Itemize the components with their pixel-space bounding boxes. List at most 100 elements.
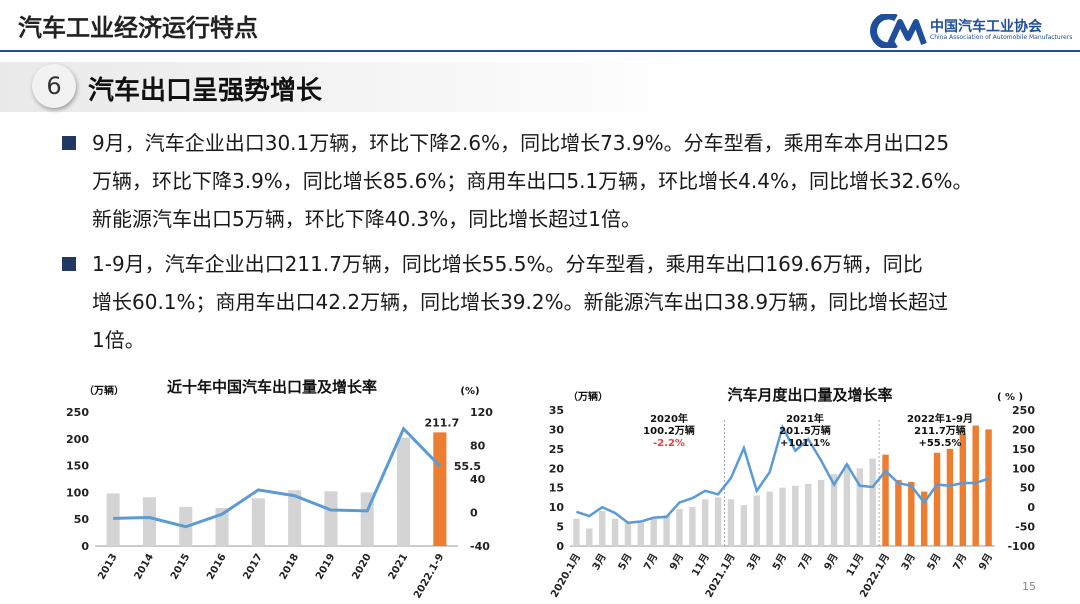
logo: 中国汽车工业协会 China Association of Automobile…	[870, 14, 1073, 50]
bullet-1-line-3: 新能源汽车出口5万辆，环比下降40.3%，同比增长超过1倍。	[92, 207, 641, 231]
chart1-xtick-8: 2021	[387, 552, 410, 582]
chart1-xtick-2: 2015	[169, 552, 192, 582]
chart2-bar-27	[920, 491, 928, 546]
chart2-ytick-1: 5	[556, 521, 564, 534]
logo-cn-text: 中国汽车工业协会	[930, 19, 1042, 35]
chart2-bar-7	[663, 514, 670, 546]
bullet-marker-2	[62, 257, 76, 271]
chart2-bar-23	[869, 458, 876, 546]
chart2-bar-11	[714, 497, 722, 546]
chart1-ytick-4: 200	[66, 433, 89, 446]
annual-export-chart: 近十年中国汽车出口量及增长率 （万辆） (%) 0 50 100 150 200 250 -…	[66, 378, 493, 601]
chart2-annotation-0-line-1: 100.2万辆	[643, 424, 695, 437]
chart2-y2tick-6: 200	[1012, 423, 1035, 436]
page-number: 15	[1022, 580, 1036, 593]
chart2-ylabel: （万辆）	[568, 390, 608, 403]
section-number: 6	[32, 64, 76, 108]
chart2-xtick-16: 9月	[976, 552, 995, 573]
chart1-bar-8	[397, 437, 411, 546]
chart2-xtick-7: 3月	[744, 552, 763, 573]
chart1-xtick-6: 2019	[314, 552, 337, 582]
chart2-ytick-4: 20	[549, 462, 565, 475]
bullet-1-line-1: 9月，汽车企业出口30.1万辆，环比下降2.6%，同比增长73.9%。分车型看，…	[92, 131, 950, 155]
chart2-annotation-2-line-2: +55.5%	[918, 438, 961, 449]
chart1-ytick-2: 100	[66, 486, 89, 499]
chart2-bar-13	[740, 505, 748, 546]
bullet-paragraph-1: 9月，汽车企业出口30.1万辆，环比下降2.6%，同比增长73.9%。分车型看，…	[92, 124, 1052, 238]
bullet-1-line-2: 万辆，环比下降3.9%，同比增长85.6%；商用车出口5.1万辆，环比增长4.4…	[92, 169, 973, 193]
chart2-ytick-5: 25	[549, 443, 564, 456]
chart1-xtick-3: 2016	[205, 552, 228, 582]
chart2-bar-6	[650, 518, 657, 546]
chart2-bar-4	[624, 522, 632, 546]
chart1-ytick-1: 50	[74, 513, 90, 526]
chart2-xtick-14: 5月	[925, 552, 944, 573]
chart2-xtick-0: 2020.1月	[548, 552, 583, 600]
chart2-xtick-11: 11月	[844, 552, 866, 579]
chart1-ytick-3: 150	[66, 460, 89, 473]
chart1-y2tick-4: 120	[470, 406, 493, 419]
chart2-bar-16	[779, 487, 786, 546]
chart1-bar-6	[324, 491, 338, 546]
chart2-xtick-10: 9月	[822, 552, 841, 573]
chart1-xtick-5: 2018	[278, 552, 301, 582]
chart2-bar-1	[586, 528, 593, 546]
chart2-bar-10	[702, 499, 709, 546]
chart2-xtick-13: 3月	[899, 552, 918, 573]
chart2-bar-0	[573, 518, 580, 546]
chart2-annotation-0-line-0: 2020年	[650, 412, 688, 425]
chart1-growth-line	[113, 426, 441, 529]
chart2-xtick-3: 7月	[641, 552, 660, 573]
chart2-bar-20	[830, 474, 838, 546]
chart2-bar-19	[817, 479, 825, 546]
chart1-label-last-line: 55.5	[454, 460, 481, 473]
chart2-ytick-3: 15	[549, 482, 564, 495]
chart2-bar-15	[766, 491, 773, 546]
chart1-bar-5	[288, 490, 302, 546]
chart1-y2tick-3: 80	[470, 440, 486, 453]
chart2-annotation-1-line-1: 201.5万辆	[779, 424, 831, 437]
chart1-y2tick-0: -40	[470, 540, 490, 553]
header-divider	[0, 50, 1080, 52]
chart2-ytick-2: 10	[549, 501, 565, 514]
chart2-bar-9	[689, 507, 696, 546]
chart1-xtick-0: 2013	[96, 552, 119, 582]
chart2-ytick-7: 35	[549, 404, 564, 417]
chart1-y2tick-2: 40	[470, 473, 486, 486]
chart1-ylabel: （万辆）	[84, 384, 124, 397]
page-title: 汽车工业经济运行特点	[18, 14, 258, 42]
chart2-y2label: ( % )	[997, 392, 1023, 403]
chart1-xtick-7: 2020	[350, 552, 373, 582]
chart2-bar-18	[805, 483, 812, 546]
chart2-annotation-1-line-0: 2021年	[786, 412, 824, 425]
chart2-bar-29	[946, 448, 954, 546]
chart2-bar-2	[598, 511, 606, 546]
chart2-y2tick-5: 150	[1012, 443, 1035, 456]
chart2-ytick-0: 0	[556, 540, 564, 553]
chart2-bar-22	[856, 468, 863, 546]
logo-en-text: China Association of Automobile Manufact…	[930, 34, 1073, 41]
chart2-bar-31	[972, 425, 979, 546]
chart1-bar-0	[106, 493, 120, 546]
chart1-label-last-bar: 211.7	[424, 416, 459, 429]
chart1-xtick-9: 2022.1-9	[412, 552, 446, 601]
chart2-ytick-6: 30	[549, 423, 565, 436]
chart2-xtick-1: 3月	[590, 552, 609, 573]
chart1-bar-1	[142, 497, 156, 546]
chart2-annotation-2-line-1: 211.7万辆	[914, 424, 966, 437]
chart2-y2tick-1: -50	[1015, 521, 1035, 534]
chart2-y2tick-7: 250	[1012, 404, 1035, 417]
chart2-y2tick-3: 50	[1020, 482, 1036, 495]
chart2-y2tick-2: 0	[1027, 501, 1035, 514]
section-title: 汽车出口呈强势增长	[88, 76, 323, 106]
chart2-xtick-15: 7月	[951, 552, 970, 573]
chart2-bar-26	[908, 481, 915, 546]
chart1-bar-4	[251, 498, 265, 546]
chart2-bar-24	[882, 454, 889, 546]
monthly-export-chart: 汽车月度出口量及增长率 （万辆） ( % ) 0 5 10 15 20 25 30 35 -10…	[548, 386, 1036, 600]
chart1-y2tick-1: 0	[470, 507, 478, 520]
chart2-xtick-5: 11月	[689, 552, 711, 579]
chart1-bar-9	[433, 432, 447, 546]
chart1-y2label: (%)	[460, 386, 479, 397]
bullet-paragraph-2: 1-9月，汽车企业出口211.7万辆，同比增长55.5%。分车型看，乘用车出口1…	[92, 245, 1052, 359]
